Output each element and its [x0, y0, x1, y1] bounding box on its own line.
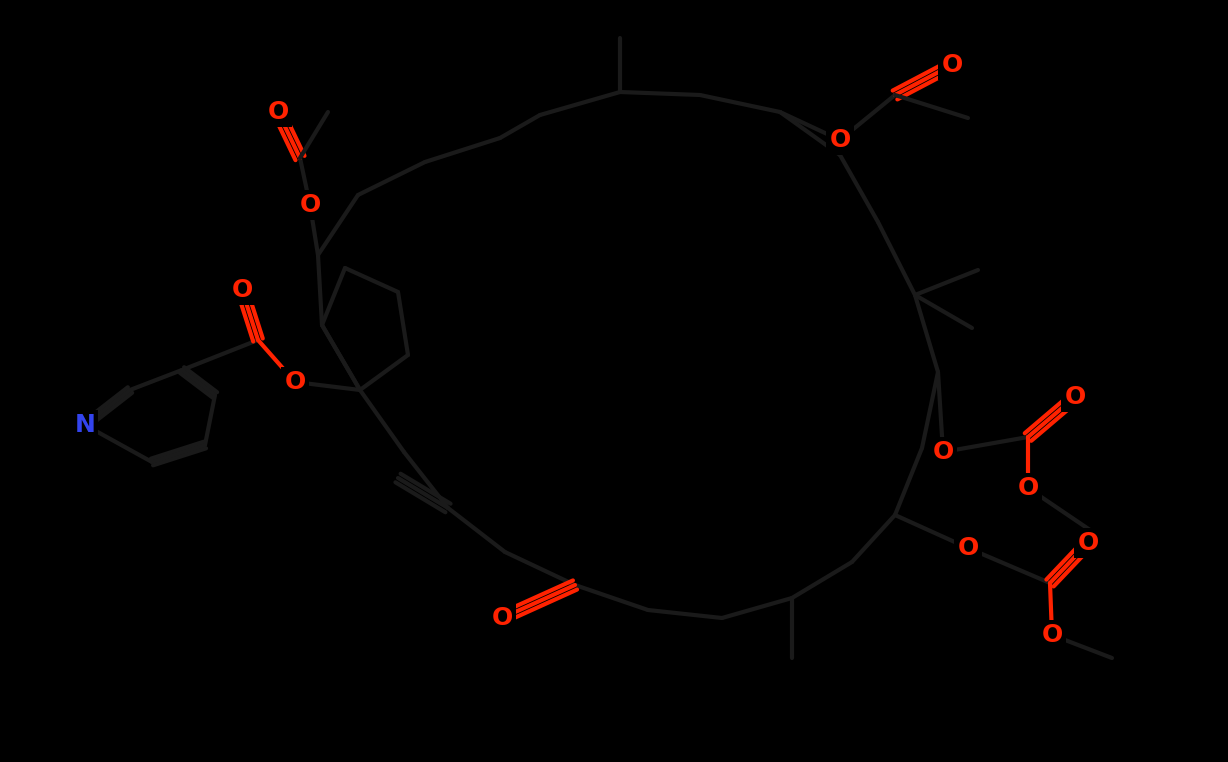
Text: O: O [491, 606, 512, 630]
Text: O: O [1041, 623, 1062, 647]
Text: O: O [300, 193, 321, 217]
Text: O: O [829, 128, 851, 152]
Text: O: O [1065, 385, 1086, 409]
Text: O: O [942, 53, 963, 77]
Text: O: O [932, 440, 954, 464]
Text: O: O [958, 536, 979, 560]
Text: O: O [285, 370, 306, 394]
Text: O: O [1017, 476, 1039, 500]
Text: N: N [75, 413, 96, 437]
Text: O: O [231, 278, 253, 302]
Text: O: O [1077, 531, 1099, 555]
Text: O: O [268, 100, 289, 124]
